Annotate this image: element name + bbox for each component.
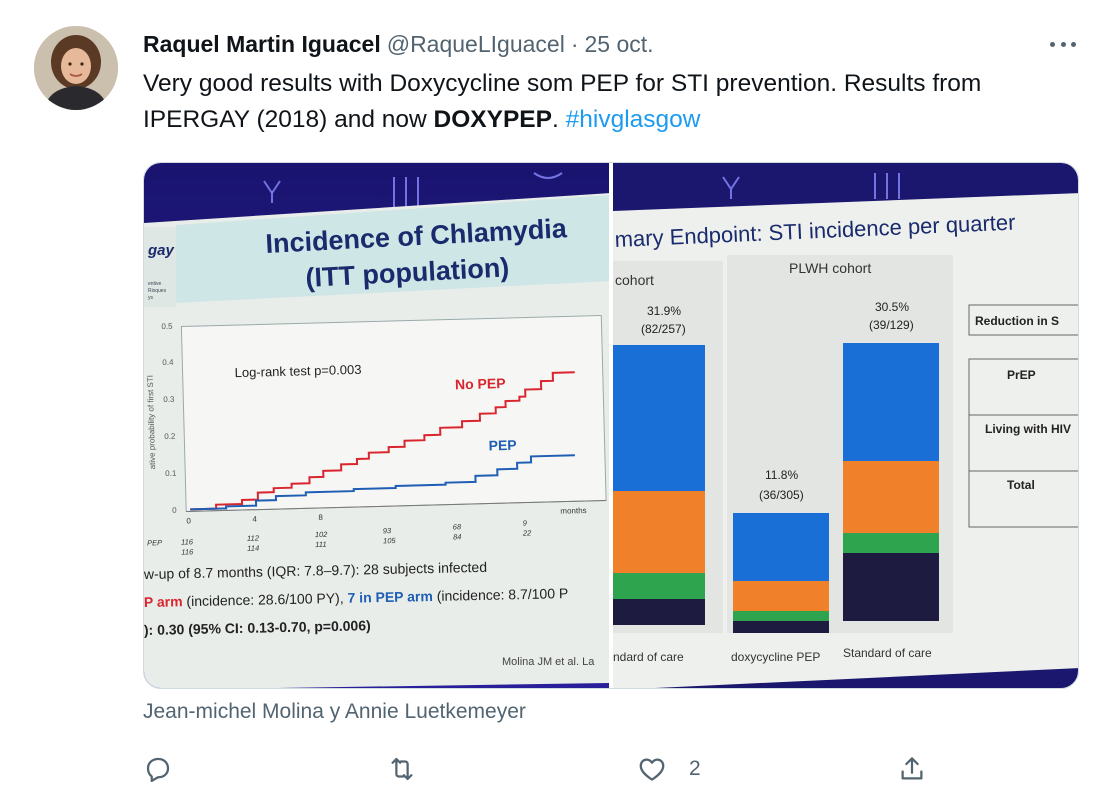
foot-blue: 7 in PEP arm [347, 588, 433, 606]
risk-r1-2: 102 [315, 530, 329, 539]
table-header: Reduction in S [975, 314, 1059, 328]
bar-xlabel-2: doxycycline PEP [731, 650, 820, 664]
foot-b: (incidence: 8.7/100 P [433, 585, 569, 604]
slide-foot-line2: P arm (incidence: 28.6/100 PY), 7 in PEP… [144, 585, 568, 610]
reply-icon [146, 757, 170, 782]
bar-1-frac: (82/257) [641, 322, 686, 336]
series-label-no-pep: No PEP [455, 375, 506, 392]
user-handle[interactable]: @RaqueLIguacel [386, 30, 565, 57]
action-bar: 2 [143, 748, 933, 790]
tagged-users[interactable]: Jean-michel Molina y Annie Luetkemeyer [143, 700, 526, 723]
tweet-text-part2: . [552, 106, 566, 133]
slide-logo-sub2: Risques [148, 288, 167, 294]
table-row-total: Total [1007, 478, 1035, 492]
bar-2 [732, 513, 829, 633]
pep-curve [190, 454, 575, 511]
slide-ylabel: ative probability of first STI [146, 375, 157, 469]
like-count: 2 [689, 757, 701, 780]
bar-xlabel-3: Standard of care [843, 646, 932, 660]
bar-2-frac: (36/305) [759, 488, 804, 502]
risk-r1-0: 116 [181, 537, 194, 546]
reply-button[interactable] [143, 748, 173, 790]
bar-3 [842, 343, 939, 621]
bar-xlabel-1: ndard of care [613, 650, 684, 664]
share-button[interactable] [897, 748, 927, 790]
foot-a: (incidence: 28.6/100 PY), [182, 590, 347, 609]
retweet-button[interactable] [387, 748, 417, 790]
avatar[interactable] [34, 26, 118, 110]
risk-label: PEP [147, 538, 162, 547]
more-options-icon[interactable] [1046, 30, 1080, 58]
risk-r1-4: 68 [453, 522, 462, 531]
bar-1-pct: 31.9% [647, 304, 681, 318]
risk-r2-3: 105 [383, 536, 397, 545]
ytick-2: 0.2 [164, 432, 176, 441]
series-label-pep: PEP [488, 437, 516, 454]
hashtag-link[interactable]: #hivglasgow [565, 106, 701, 133]
risk-r1-5: 9 [523, 519, 528, 528]
ytick-5: 0.5 [161, 322, 173, 331]
bar-1 [612, 345, 705, 625]
tweet-header: Raquel Martin Iguacel @RaqueLIguacel · 2… [143, 28, 654, 60]
cohort-plwh-label: PLWH cohort [789, 260, 871, 276]
risk-r2-2: 111 [315, 540, 327, 549]
risk-r1-3: 93 [383, 526, 392, 535]
bar-3-pct: 30.5% [875, 300, 909, 314]
ytick-0: 0 [172, 506, 177, 515]
header-separator: · [570, 30, 579, 57]
tweet-date[interactable]: 25 oct. [584, 30, 654, 57]
media-divider [609, 163, 611, 688]
slide-logo-sub1: entive [148, 281, 162, 287]
xtick-4: 8 [318, 513, 323, 522]
risk-r2-5: 22 [522, 528, 532, 537]
ytick-4: 0.4 [162, 358, 174, 367]
no-pep-curve [190, 371, 575, 511]
ytick-3: 0.3 [163, 395, 175, 404]
tweet-text: Very good results with Doxycycline som P… [143, 66, 1063, 138]
slide-logo-sub3: ys [148, 295, 154, 301]
media-photo-left[interactable]: gay entive Risques ys Incidence of Chlam… [144, 163, 609, 688]
ytick-1: 0.1 [165, 469, 177, 478]
risk-r1-1: 112 [247, 534, 260, 543]
foot-red: P arm [144, 593, 183, 610]
risk-r2-0: 116 [181, 547, 194, 556]
bar-2-pct: 11.8% [765, 468, 798, 482]
heart-icon [639, 758, 665, 781]
tweet-text-bold: DOXYPEP [433, 106, 552, 133]
like-button[interactable]: 2 [637, 748, 701, 790]
bar-3-frac: (39/129) [869, 318, 914, 332]
tweet-media: gay entive Risques ys Incidence of Chlam… [143, 162, 1079, 689]
risk-r2-1: 114 [247, 544, 259, 553]
risk-r2-4: 84 [453, 532, 462, 541]
slide-annotation: Log-rank test p=0.003 [234, 362, 361, 380]
media-photo-right[interactable]: mary Endpoint: STI incidence per quarter… [612, 163, 1078, 688]
display-name[interactable]: Raquel Martin Iguacel [143, 30, 381, 57]
slide-logo: gay [147, 242, 175, 259]
share-icon [901, 757, 923, 780]
retweet-icon [391, 757, 413, 781]
slide-foot-line1: w-up of 8.7 months (IQR: 7.8–9.7): 28 su… [144, 559, 487, 582]
xtick-0: 0 [186, 516, 191, 525]
xtick-2: 4 [252, 515, 257, 524]
slide-foot-line3: ): 0.30 (95% CI: 0.13-0.70, p=0.006) [144, 617, 371, 638]
cohort-left-label: cohort [615, 272, 654, 288]
table-row-prep: PrEP [1007, 368, 1036, 382]
slide-citation: Molina JM et al. La [502, 656, 595, 668]
tweet-text-part1: Very good results with Doxycycline som P… [143, 70, 982, 133]
table-row-hiv: Living with HIV [985, 422, 1071, 436]
x-unit: months [560, 506, 586, 516]
